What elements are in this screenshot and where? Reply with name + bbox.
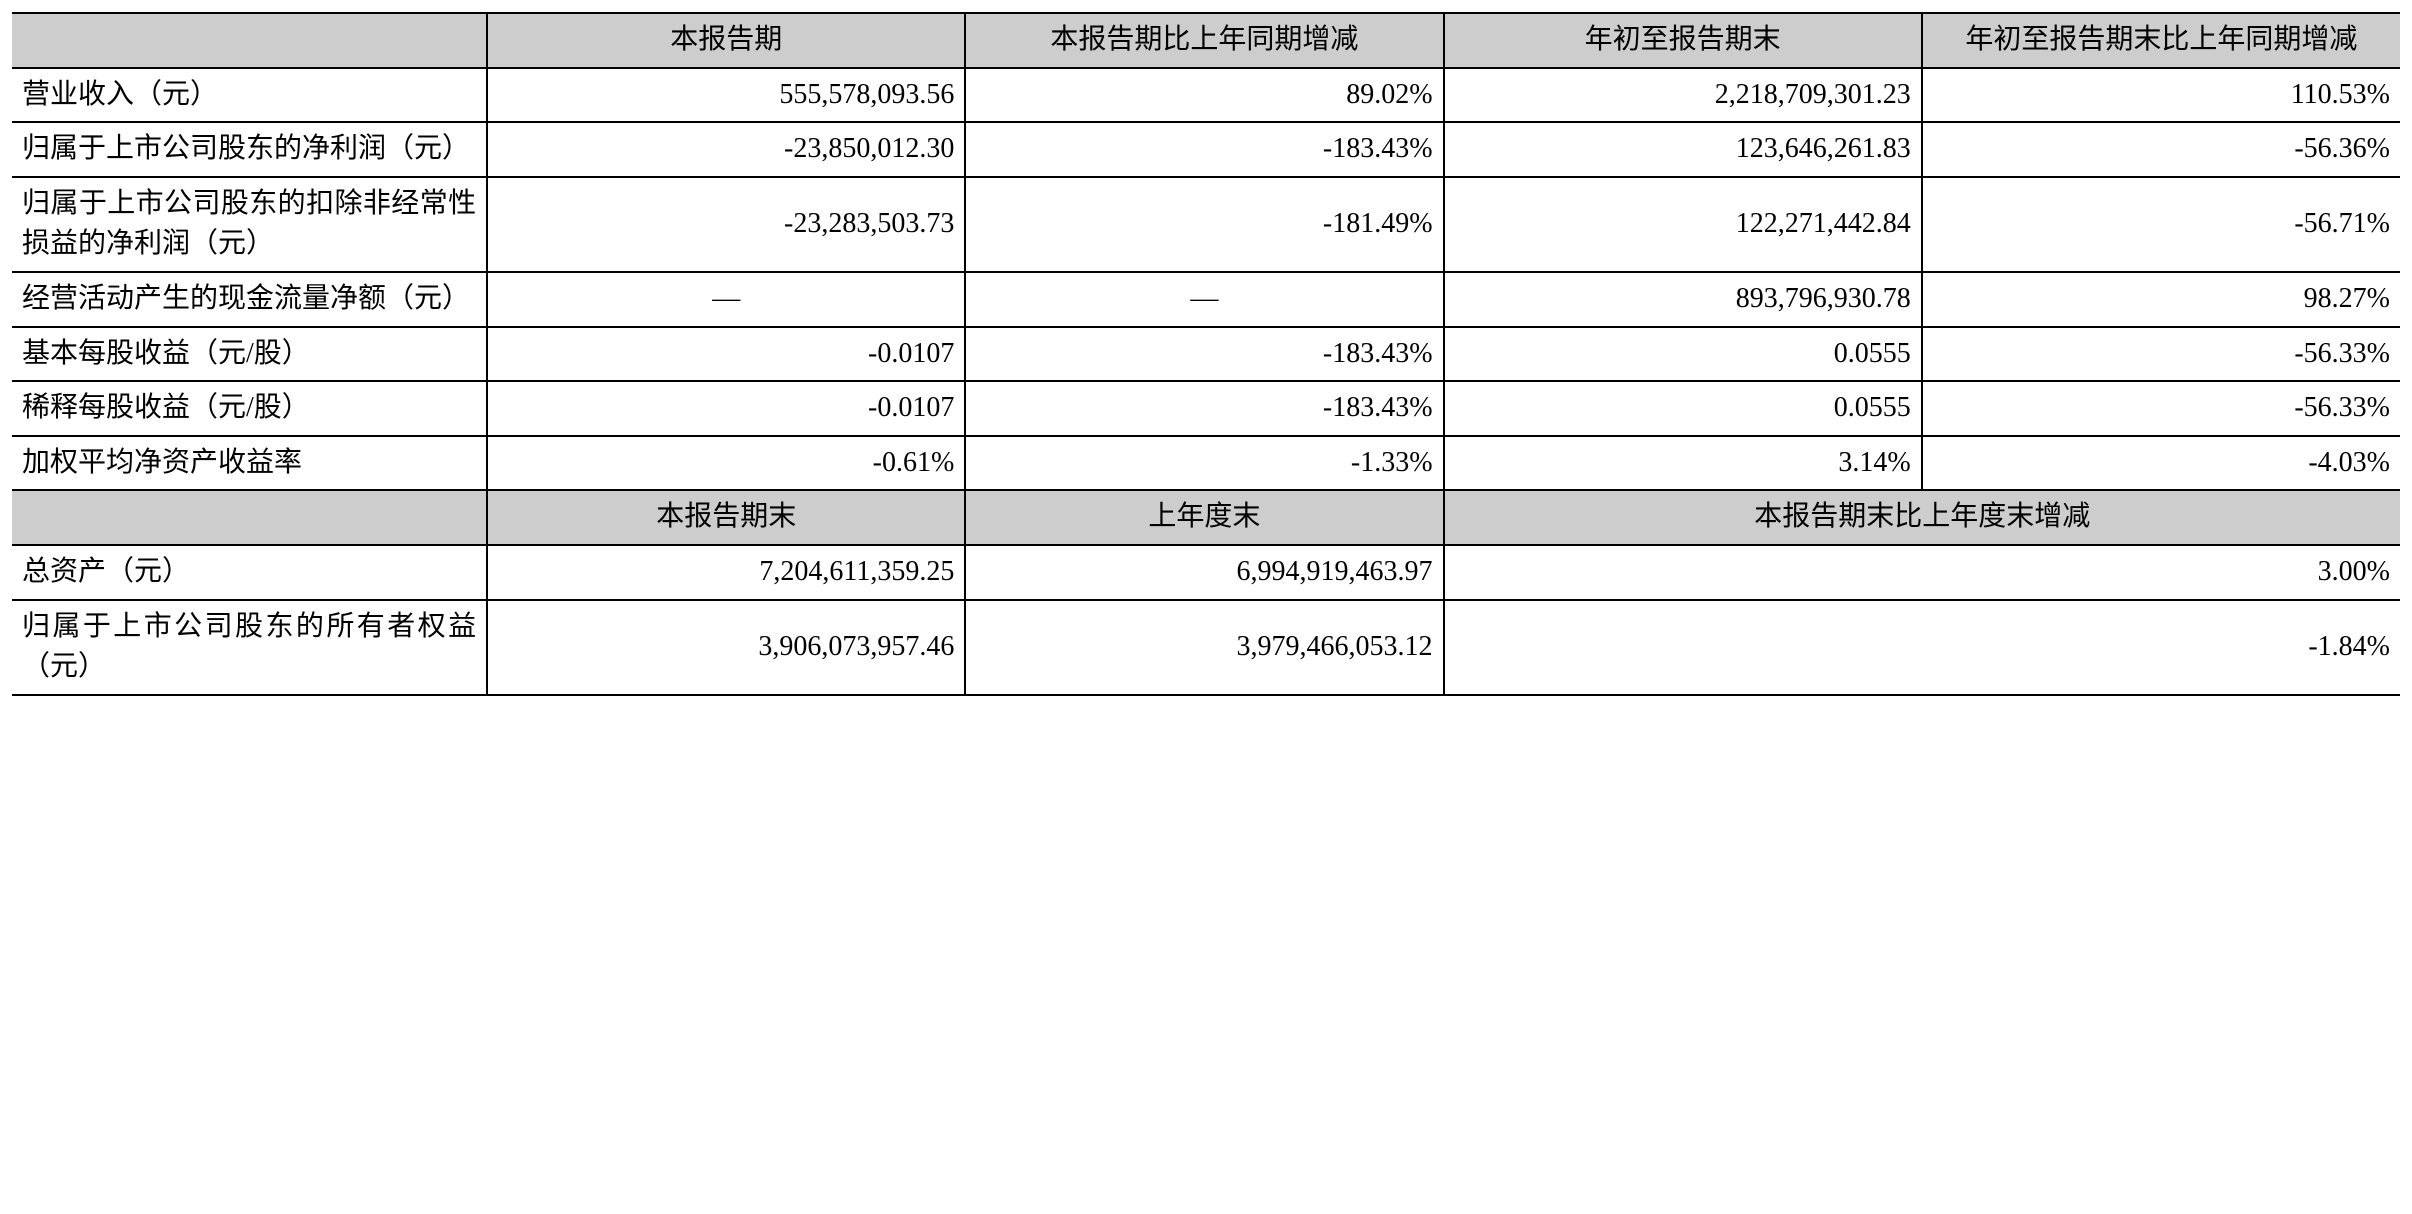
cell-value: 893,796,930.78: [1444, 272, 1922, 327]
cell-value: -0.0107: [487, 327, 965, 382]
header-blank-bottom: [12, 490, 487, 545]
table-row: 经营活动产生的现金流量净额（元） — — 893,796,930.78 98.2…: [12, 272, 2400, 327]
cell-value: 555,578,093.56: [487, 68, 965, 123]
cell-value: —: [487, 272, 965, 327]
cell-value: -0.0107: [487, 381, 965, 436]
cell-value: -56.33%: [1922, 327, 2400, 382]
cell-value: 89.02%: [965, 68, 1443, 123]
table-header-row-bottom: 本报告期末 上年度末 本报告期末比上年度末增减: [12, 490, 2400, 545]
table-row: 基本每股收益（元/股） -0.0107 -183.43% 0.0555 -56.…: [12, 327, 2400, 382]
cell-value: -56.36%: [1922, 122, 2400, 177]
header-current-period: 本报告期: [487, 13, 965, 68]
cell-value: 110.53%: [1922, 68, 2400, 123]
row-label: 归属于上市公司股东的扣除非经常性损益的净利润（元）: [12, 177, 487, 272]
row-label: 基本每股收益（元/股）: [12, 327, 487, 382]
cell-value: -1.33%: [965, 436, 1443, 491]
table-row: 营业收入（元） 555,578,093.56 89.02% 2,218,709,…: [12, 68, 2400, 123]
header-ytd-change: 年初至报告期末比上年同期增减: [1922, 13, 2400, 68]
header-ytd: 年初至报告期末: [1444, 13, 1922, 68]
cell-value: -56.71%: [1922, 177, 2400, 272]
table-row: 加权平均净资产收益率 -0.61% -1.33% 3.14% -4.03%: [12, 436, 2400, 491]
cell-value: 0.0555: [1444, 327, 1922, 382]
row-label: 经营活动产生的现金流量净额（元）: [12, 272, 487, 327]
row-label: 归属于上市公司股东的净利润（元）: [12, 122, 487, 177]
cell-value: 2,218,709,301.23: [1444, 68, 1922, 123]
table-row: 总资产（元） 7,204,611,359.25 6,994,919,463.97…: [12, 545, 2400, 600]
cell-value: 3.00%: [1444, 545, 2400, 600]
header-current-period-change: 本报告期比上年同期增减: [965, 13, 1443, 68]
cell-value: -56.33%: [1922, 381, 2400, 436]
cell-value: -1.84%: [1444, 600, 2400, 695]
cell-value: 123,646,261.83: [1444, 122, 1922, 177]
row-label: 营业收入（元）: [12, 68, 487, 123]
row-label: 归属于上市公司股东的所有者权益（元）: [12, 600, 487, 695]
header-prev-year-end: 上年度末: [965, 490, 1443, 545]
cell-value: -23,283,503.73: [487, 177, 965, 272]
row-label: 加权平均净资产收益率: [12, 436, 487, 491]
table-row: 归属于上市公司股东的净利润（元） -23,850,012.30 -183.43%…: [12, 122, 2400, 177]
cell-value: -23,850,012.30: [487, 122, 965, 177]
row-label: 总资产（元）: [12, 545, 487, 600]
cell-value: 3,906,073,957.46: [487, 600, 965, 695]
cell-value: -4.03%: [1922, 436, 2400, 491]
cell-value: -183.43%: [965, 122, 1443, 177]
table-row: 归属于上市公司股东的扣除非经常性损益的净利润（元） -23,283,503.73…: [12, 177, 2400, 272]
cell-value: 3,979,466,053.12: [965, 600, 1443, 695]
cell-value: 7,204,611,359.25: [487, 545, 965, 600]
cell-value: —: [965, 272, 1443, 327]
header-period-end-change: 本报告期末比上年度末增减: [1444, 490, 2400, 545]
cell-value: 122,271,442.84: [1444, 177, 1922, 272]
table-row: 归属于上市公司股东的所有者权益（元） 3,906,073,957.46 3,97…: [12, 600, 2400, 695]
header-blank-top: [12, 13, 487, 68]
cell-value: -181.49%: [965, 177, 1443, 272]
cell-value: 3.14%: [1444, 436, 1922, 491]
financial-indicators-table: 本报告期 本报告期比上年同期增减 年初至报告期末 年初至报告期末比上年同期增减 …: [12, 12, 2400, 696]
table-header-row-top: 本报告期 本报告期比上年同期增减 年初至报告期末 年初至报告期末比上年同期增减: [12, 13, 2400, 68]
cell-value: -183.43%: [965, 381, 1443, 436]
cell-value: 98.27%: [1922, 272, 2400, 327]
row-label: 稀释每股收益（元/股）: [12, 381, 487, 436]
cell-value: 0.0555: [1444, 381, 1922, 436]
header-period-end: 本报告期末: [487, 490, 965, 545]
cell-value: 6,994,919,463.97: [965, 545, 1443, 600]
cell-value: -0.61%: [487, 436, 965, 491]
cell-value: -183.43%: [965, 327, 1443, 382]
table-row: 稀释每股收益（元/股） -0.0107 -183.43% 0.0555 -56.…: [12, 381, 2400, 436]
